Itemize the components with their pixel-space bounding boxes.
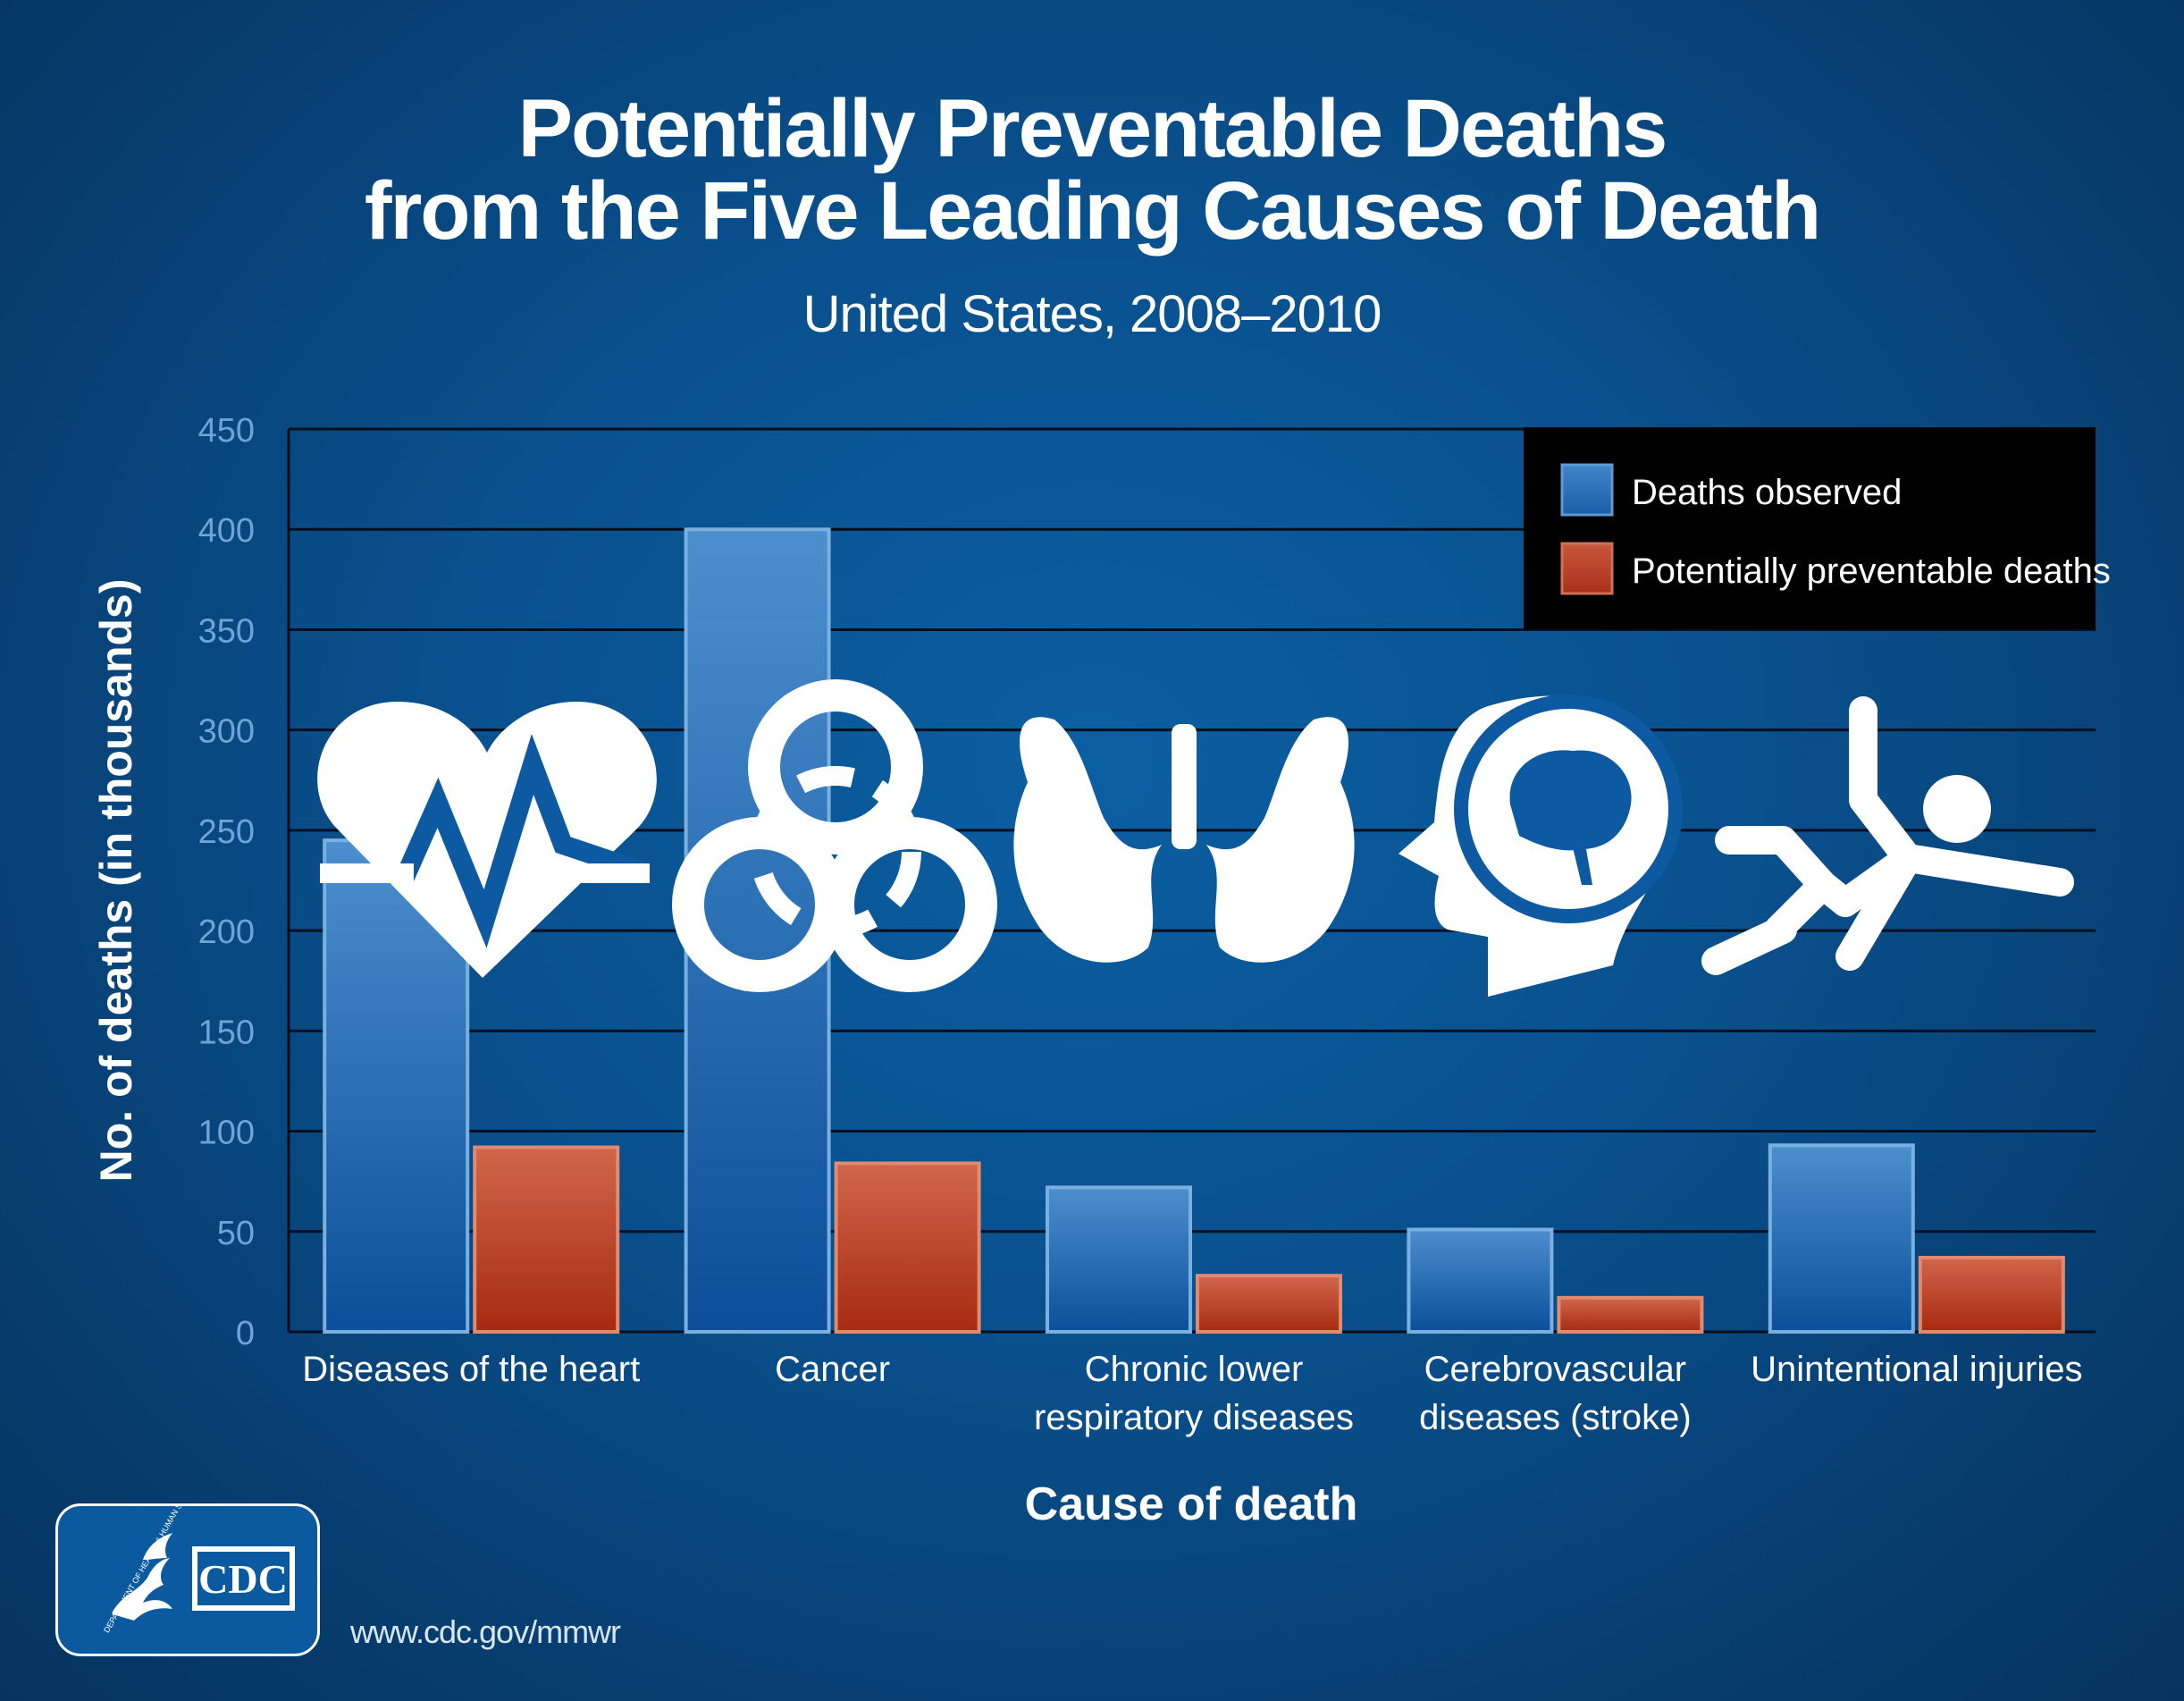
bar-preventable [1196, 1274, 1342, 1334]
title-line-1: Potentially Preventable Deaths [517, 83, 1668, 174]
y-tick-label: 0 [236, 1315, 255, 1352]
cause-icons [317, 679, 2074, 997]
bar-observed [1768, 1143, 1915, 1335]
lungs-icon [1013, 717, 1355, 963]
y-tick-label: 200 [198, 914, 255, 951]
subtitle: United States, 2008–2010 [802, 285, 1382, 343]
y-tick-label: 50 [217, 1215, 255, 1252]
y-tick-label: 250 [198, 813, 255, 851]
y-tick-label: 400 [198, 512, 255, 550]
x-tick-label: diseases (stroke) [1419, 1398, 1692, 1437]
bar-preventable [473, 1145, 620, 1334]
logo-seal-text: DEPARTMENT OF HEALTH & HUMAN SERVICES [102, 1506, 201, 1634]
title-line-2: from the Five Leading Causes of Death [364, 165, 1821, 257]
x-axis-title: Cause of death [1025, 1478, 1358, 1530]
hhs-eagle-icon: DEPARTMENT OF HEALTH & HUMAN SERVICES CD… [102, 1471, 295, 1634]
x-tick-label: Diseases of the heart [302, 1350, 640, 1389]
x-tick-label: Cancer [775, 1350, 890, 1389]
bar-observed [1046, 1185, 1192, 1335]
y-tick-label: 300 [198, 713, 255, 751]
biohazard-icon [672, 679, 997, 992]
heartbeat-icon [317, 702, 657, 978]
legend-swatch-preventable [1560, 542, 1614, 595]
bar-preventable [1918, 1255, 2065, 1335]
falling-person-icon [1701, 696, 2074, 975]
head-brain-icon [1399, 695, 1683, 997]
x-tick-labels: Diseases of the heart Cancer Chronic lower… [302, 1350, 2082, 1437]
footer-url: www.cdc.gov/mmwr [350, 1613, 621, 1650]
legend-swatch-observed [1560, 463, 1614, 517]
logo-cdc-text: CDC [198, 1556, 288, 1602]
y-axis-title: No. of deaths (in thousands) [91, 579, 141, 1183]
bar-observed [1407, 1227, 1554, 1334]
x-tick-label: Cerebrovascular [1424, 1350, 1686, 1389]
y-tick-label: 100 [198, 1115, 255, 1152]
legend: Deaths observed Potentially preventable … [1524, 427, 2111, 629]
legend-label-observed: Deaths observed [1632, 473, 1902, 512]
x-tick-label: respiratory diseases [1034, 1398, 1354, 1437]
x-tick-label: Chronic lower [1085, 1350, 1304, 1389]
y-tick-label: 350 [198, 612, 255, 650]
cdc-logo: DEPARTMENT OF HEALTH & HUMAN SERVICES CD… [55, 1471, 320, 1656]
x-tick-label: Unintentional injuries [1751, 1350, 2082, 1389]
y-tick-label: 150 [198, 1014, 255, 1051]
y-tick-label: 450 [198, 412, 255, 450]
legend-label-preventable: Potentially preventable deaths [1632, 552, 2111, 591]
y-tick-labels: 0 50 100 150 200 250 300 350 400 450 [198, 412, 255, 1352]
bar-preventable [1557, 1295, 1704, 1335]
bar-preventable [834, 1161, 981, 1335]
